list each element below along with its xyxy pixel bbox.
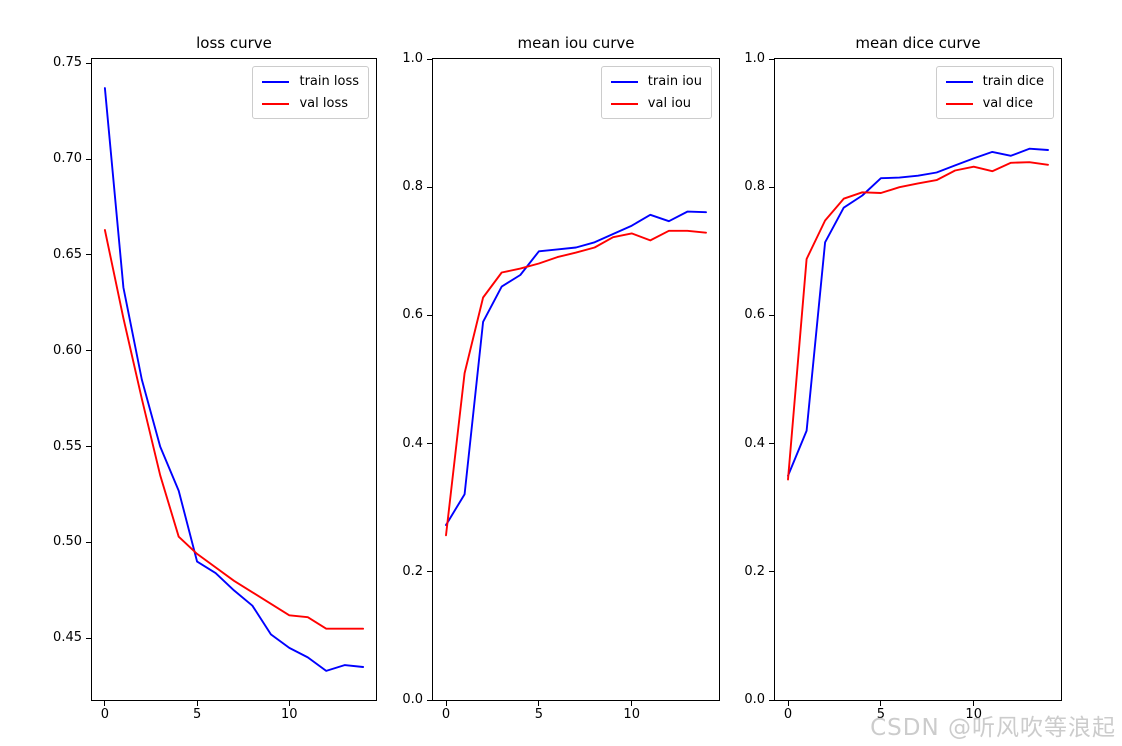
y-tick-mark [427, 699, 432, 701]
y-tick-label: 0.50 [53, 534, 82, 550]
iou-plot-lines [445, 210, 707, 537]
legend-item: val loss [262, 96, 359, 111]
y-tick-label: 0.45 [53, 630, 82, 646]
x-tick-label: 0 [100, 707, 110, 722]
y-tick-label: 0.6 [744, 307, 765, 323]
x-tick-label: 10 [623, 707, 640, 722]
watermark: CSDN @听风吹等浪起 [870, 715, 1116, 741]
iou-axes: mean iou curve train iou val iou 0 5 10 0.0 0… [402, 34, 720, 722]
x-tick-label: 5 [192, 707, 202, 722]
x-tick-mark [288, 701, 290, 706]
legend-line-swatch [945, 102, 973, 105]
y-tick-label: 0.60 [53, 342, 82, 358]
y-tick-label: 1.0 [744, 51, 765, 66]
legend-item: val iou [610, 96, 702, 111]
y-tick-mark [769, 314, 774, 316]
x-tick-mark [445, 701, 447, 706]
y-tick-label: 0.70 [53, 151, 82, 167]
x-tick-label: 10 [281, 707, 298, 722]
y-tick-mark [769, 58, 774, 60]
y-tick-label: 0.0 [744, 692, 765, 707]
val-loss-line [103, 229, 365, 630]
legend-item: val dice [945, 96, 1044, 111]
legend-iou: train iou val iou [600, 66, 712, 119]
x-tick-mark [973, 701, 975, 706]
y-tick-mark [86, 350, 91, 352]
y-tick-label: 0.4 [402, 435, 423, 451]
train-loss-line [103, 87, 365, 672]
y-tick-mark [427, 571, 432, 573]
y-tick-mark [427, 58, 432, 60]
legend-label: val iou [647, 96, 692, 111]
y-tick-label: 0.65 [53, 246, 82, 262]
y-tick-mark [86, 62, 91, 64]
y-tick-label: 1.0 [402, 51, 423, 66]
y-tick-label: 0.8 [744, 179, 765, 195]
y-tick-label: 0.6 [402, 307, 423, 323]
legend-line-swatch [262, 102, 290, 105]
x-tick-label: 0 [441, 707, 451, 722]
val-dice-line [787, 161, 1049, 481]
val-iou-line [445, 229, 707, 537]
x-tick-label: 10 [965, 707, 982, 722]
legend-label: train loss [299, 74, 359, 89]
legend-line-swatch [945, 80, 973, 83]
legend-label: val loss [299, 96, 348, 111]
y-tick-mark [86, 446, 91, 448]
dice-plot-lines [787, 147, 1049, 481]
y-tick-label: 0.0 [402, 692, 423, 707]
x-tick-label: 0 [783, 707, 793, 722]
y-tick-mark [769, 699, 774, 701]
legend-label: train dice [982, 74, 1044, 89]
y-tick-mark [427, 314, 432, 316]
y-tick-label: 0.55 [53, 438, 82, 454]
y-tick-mark [86, 254, 91, 256]
legend-line-swatch [610, 102, 638, 105]
legend-label: val dice [982, 96, 1034, 111]
y-tick-mark [427, 186, 432, 188]
train-dice-line [787, 147, 1049, 477]
y-tick-label: 0.75 [53, 55, 82, 71]
y-tick-label: 0.8 [402, 179, 423, 195]
x-tick-label: 5 [876, 707, 885, 722]
chart-title-dice: mean dice curve [855, 34, 981, 52]
legend-line-swatch [610, 80, 638, 83]
x-tick-mark [196, 701, 198, 706]
x-tick-mark [538, 701, 540, 706]
chart-title-iou: mean iou curve [517, 34, 635, 52]
dice-axes: mean dice curve train dice val dice 0 5 10 0… [744, 34, 1062, 722]
legend-dice: train dice val dice [935, 66, 1054, 119]
x-tick-mark [631, 701, 633, 706]
legend-item: train loss [262, 74, 359, 89]
legend-item: train dice [945, 74, 1044, 89]
y-tick-mark [86, 637, 91, 639]
legend-loss: train loss val loss [252, 66, 369, 119]
chart-title-loss: loss curve [196, 34, 272, 52]
y-tick-mark [86, 541, 91, 543]
legend-line-swatch [262, 80, 290, 83]
x-tick-mark [880, 701, 882, 706]
train-iou-line [445, 210, 707, 526]
y-tick-mark [769, 571, 774, 573]
x-tick-mark [787, 701, 789, 706]
legend-label: train iou [647, 74, 702, 89]
x-tick-label: 5 [534, 707, 543, 722]
y-tick-mark [86, 158, 91, 160]
x-tick-mark [104, 701, 106, 706]
y-tick-mark [427, 443, 432, 445]
loss-plot-lines [103, 87, 365, 672]
y-tick-mark [769, 443, 774, 445]
y-tick-label: 0.2 [402, 563, 423, 579]
y-tick-mark [769, 186, 774, 188]
y-tick-label: 0.2 [744, 563, 765, 579]
legend-item: train iou [610, 74, 702, 89]
loss-axes: loss curve train loss val loss 0 5 10 0.45 0.… [53, 34, 377, 722]
y-tick-label: 0.4 [744, 435, 765, 451]
